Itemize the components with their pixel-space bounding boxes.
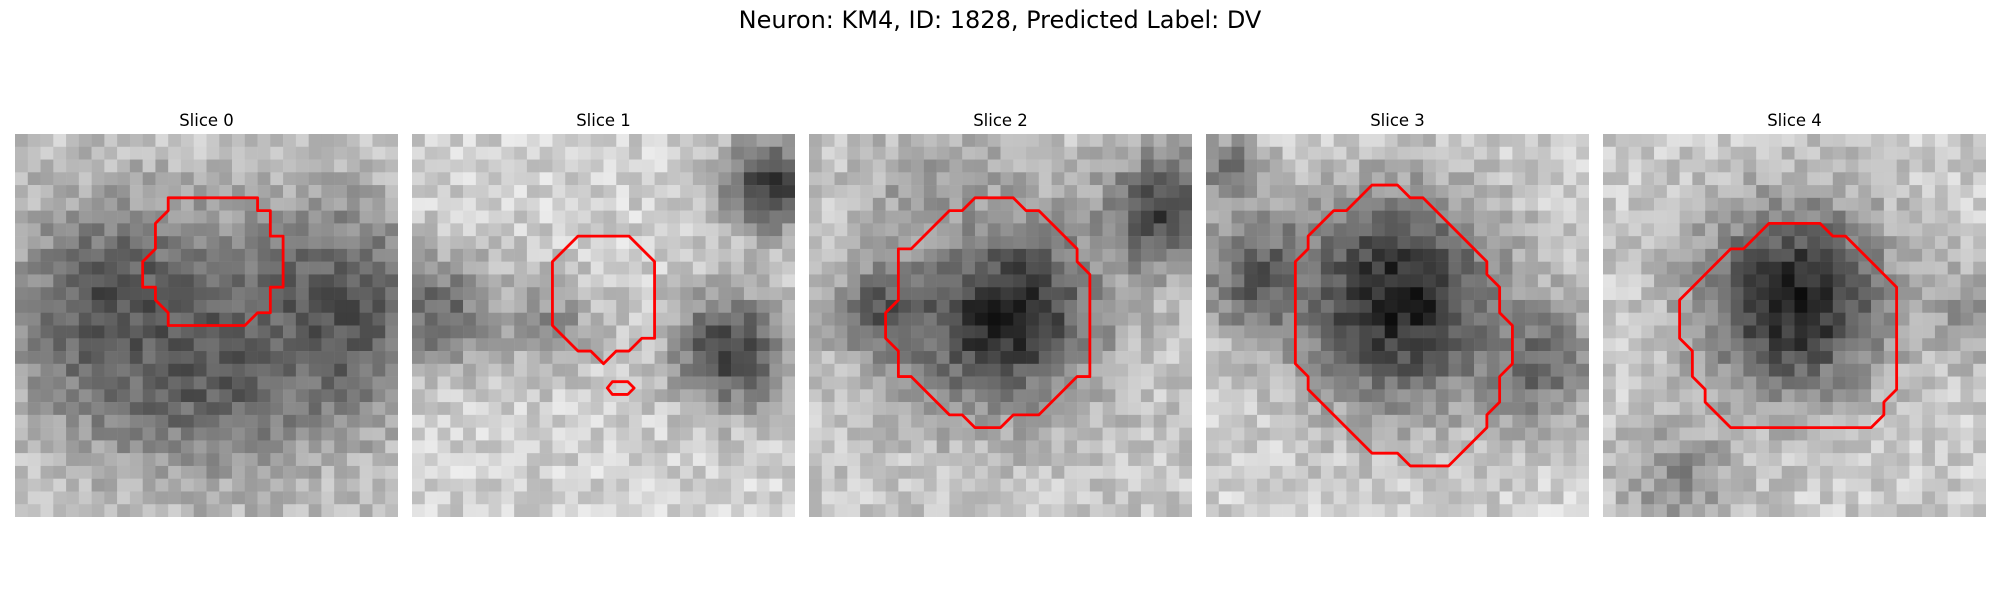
segmentation-contour <box>551 234 656 366</box>
slice-title: Slice 4 <box>1767 111 1822 130</box>
slice-panel-1: Slice 1 <box>412 108 795 517</box>
segmentation-contour <box>1678 221 1899 430</box>
slice-image <box>15 134 398 517</box>
slice-image <box>1206 134 1589 517</box>
segmentation-contour <box>141 196 285 327</box>
slice-image <box>1603 134 1986 517</box>
slice-title: Slice 0 <box>179 111 234 130</box>
slice-title: Slice 1 <box>576 111 631 130</box>
slice-title: Slice 3 <box>1370 111 1425 130</box>
segmentation-contour <box>884 196 1092 430</box>
segmentation-contour <box>1293 183 1514 468</box>
segmentation-contour <box>605 380 636 396</box>
slice-image <box>809 134 1192 517</box>
slice-panel-2: Slice 2 <box>809 108 1192 517</box>
figure-title: Neuron: KM4, ID: 1828, Predicted Label: … <box>738 6 1262 34</box>
slice-image <box>412 134 795 517</box>
slice-title: Slice 2 <box>973 111 1028 130</box>
slice-panel-3: Slice 3 <box>1206 108 1589 517</box>
slice-panel-4: Slice 4 <box>1603 108 1986 517</box>
slice-panel-0: Slice 0 <box>15 108 398 517</box>
